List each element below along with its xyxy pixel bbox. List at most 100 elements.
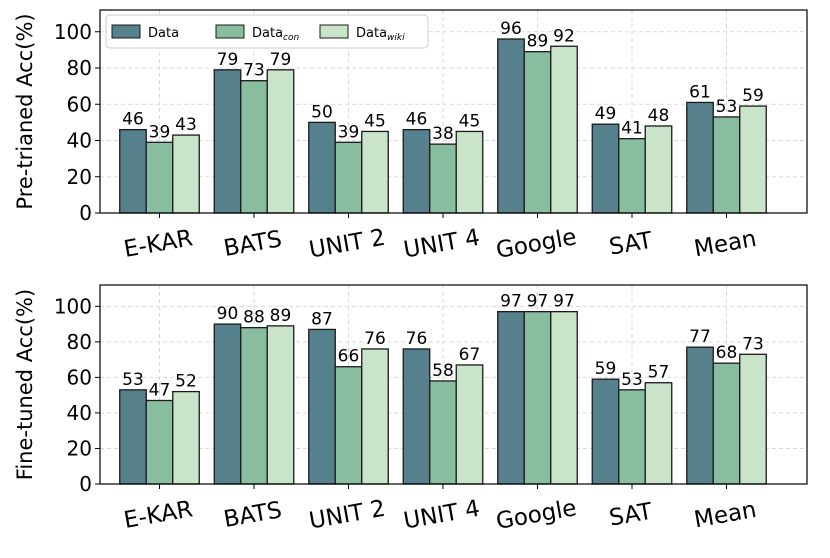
bar-data-con xyxy=(523,311,552,485)
legend-entry-subscript: wiki xyxy=(387,33,405,43)
bar-value-label: 50 xyxy=(311,102,333,122)
bar-value-label: 59 xyxy=(742,86,764,106)
bar-value-label: 53 xyxy=(122,370,144,390)
bar-data-con xyxy=(334,366,363,485)
bar-data xyxy=(308,121,336,214)
bar-data xyxy=(119,128,147,214)
x-tick-label: Mean xyxy=(692,226,758,262)
x-tick-label: UNIT 4 xyxy=(402,225,482,264)
bar-value-label: 48 xyxy=(648,106,670,126)
bar-data-wiki xyxy=(361,130,389,214)
bar-value-label: 61 xyxy=(689,82,711,102)
bar-value-label: 46 xyxy=(406,110,428,130)
legend-swatch xyxy=(319,24,349,39)
y-tick-label: 60 xyxy=(67,365,92,389)
bar-data-con xyxy=(429,380,457,485)
bar-value-label: 45 xyxy=(364,111,386,131)
bar-data xyxy=(213,69,242,214)
bar-value-label: 47 xyxy=(149,380,171,400)
bar-data-wiki xyxy=(739,105,767,214)
x-tick-label: SAT xyxy=(607,227,655,260)
x-tick-label: E-KAR xyxy=(122,225,195,263)
x-tick-label: BATS xyxy=(222,226,284,262)
bar-data-wiki xyxy=(172,134,200,214)
bar-value-label: 46 xyxy=(122,110,144,130)
bar-value-label: 67 xyxy=(459,345,481,365)
y-tick-label: 100 xyxy=(54,294,92,318)
bar-data-con xyxy=(429,143,457,214)
legend-entry-subscript: con xyxy=(283,33,299,43)
bar-value-label: 76 xyxy=(364,329,386,349)
y-tick-label: 60 xyxy=(67,92,92,116)
legend: Data Datacon Datawiki xyxy=(105,14,429,49)
bar-value-label: 38 xyxy=(432,124,454,144)
legend-box xyxy=(105,14,429,49)
bar-value-label: 52 xyxy=(175,372,197,392)
bar-value-label: 49 xyxy=(595,104,617,124)
bar-data xyxy=(686,346,714,485)
bar-data-con xyxy=(712,362,741,485)
x-tick-label: Google xyxy=(494,224,578,264)
bar-value-label: 73 xyxy=(243,61,265,81)
y-tick-label: 0 xyxy=(79,201,92,225)
bar-value-label: 87 xyxy=(311,309,333,329)
bar-value-label: 89 xyxy=(270,306,292,326)
bar-data xyxy=(497,38,525,214)
bar-data xyxy=(402,128,431,214)
legend-swatch xyxy=(215,24,245,39)
bar-data-wiki xyxy=(266,325,295,485)
legend-entry-label: Datacon xyxy=(252,26,300,43)
bar-value-label: 89 xyxy=(527,32,549,52)
bar-data-wiki xyxy=(455,364,484,485)
bar-data xyxy=(591,123,620,214)
y-tick-label: 40 xyxy=(67,129,92,153)
axes-frame xyxy=(99,284,808,485)
bar-value-label: 43 xyxy=(175,115,197,135)
bar-value-label: 73 xyxy=(742,334,764,354)
bar-value-label: 53 xyxy=(716,97,738,117)
bar-value-label: 66 xyxy=(338,347,360,367)
bar-value-label: 39 xyxy=(149,122,171,142)
y-tick-label: 20 xyxy=(67,436,92,460)
bar-value-label: 53 xyxy=(621,370,643,390)
bar-data-wiki xyxy=(266,69,295,214)
y-tick-label: 0 xyxy=(79,472,92,496)
y-tick-label: 80 xyxy=(67,56,92,80)
legend-entry-name: Data xyxy=(148,26,179,41)
bar-data-con xyxy=(240,326,268,485)
bar-value-label: 79 xyxy=(217,50,239,70)
bar-data-wiki xyxy=(172,390,200,485)
y-tick-label: 100 xyxy=(54,20,92,44)
bar-value-label: 58 xyxy=(432,361,454,381)
bar-data-con xyxy=(523,51,552,214)
bar-value-label: 97 xyxy=(500,292,522,312)
bar-value-label: 76 xyxy=(406,329,428,349)
bar-value-label: 45 xyxy=(459,111,481,131)
bar-data xyxy=(402,348,431,485)
bar-data-wiki xyxy=(739,353,767,485)
y-axis-label: Fine-tuned Acc(%) xyxy=(13,289,37,480)
x-tick-label: Google xyxy=(494,495,578,535)
bar-data-wiki xyxy=(644,382,673,485)
bar-value-label: 77 xyxy=(689,327,711,347)
bar-value-label: 57 xyxy=(648,363,670,383)
bar-value-label: 88 xyxy=(243,308,265,328)
bar-data-wiki xyxy=(361,348,389,485)
axes-frame xyxy=(99,9,808,214)
y-tick-label: 80 xyxy=(67,330,92,354)
bar-value-label: 96 xyxy=(500,19,522,39)
x-tick-label: BATS xyxy=(222,497,284,533)
bar-data-wiki xyxy=(455,130,484,214)
bar-value-label: 97 xyxy=(553,292,575,312)
bar-value-label: 92 xyxy=(553,26,575,46)
bar-data-con xyxy=(618,389,646,485)
legend-entry-name: Data xyxy=(252,26,283,41)
bar-data xyxy=(119,389,147,485)
bar-data-con xyxy=(618,138,646,214)
bar-data xyxy=(213,323,242,485)
bar-value-label: 39 xyxy=(338,122,360,142)
bar-data-con xyxy=(145,141,174,214)
